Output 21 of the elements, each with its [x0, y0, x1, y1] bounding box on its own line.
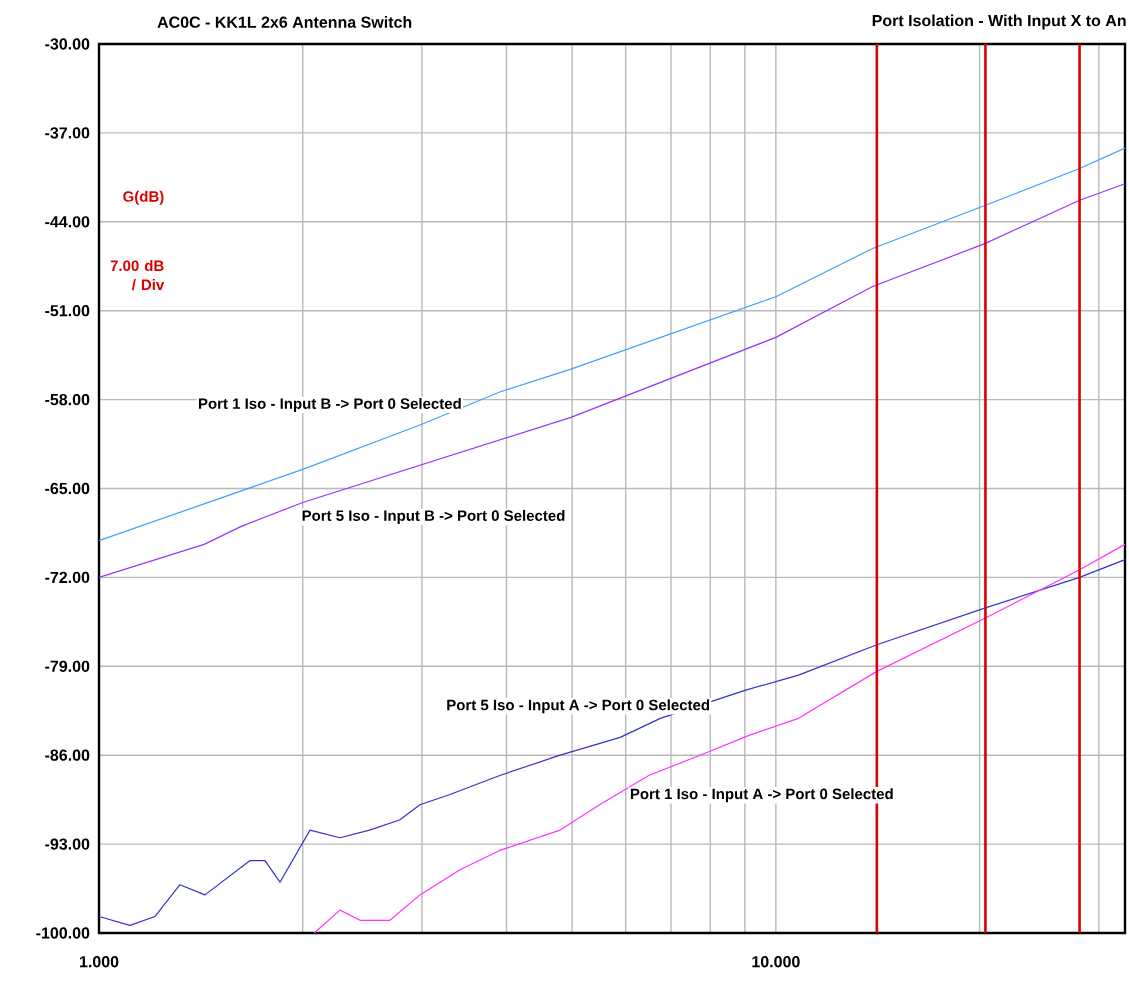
annotation: Port 1 Iso - Input A -> Port 0 Selected — [630, 788, 893, 803]
annotation: Port 1 Iso - Input B -> Port 0 Selected — [198, 397, 461, 412]
chart-subtitle: Port Isolation - With Input X to An — [872, 14, 1126, 30]
y-tick-label: -93.00 — [45, 838, 90, 850]
x-tick-label: 10.000 — [752, 956, 800, 968]
y-tick-label: -51.00 — [45, 305, 90, 317]
y-tick-label: -58.00 — [45, 393, 90, 406]
y-tick-label: -65.00 — [45, 482, 90, 495]
annotation: Port 5 Iso - Input A -> Port 0 Selected — [447, 699, 710, 714]
y-tick-label: -72.00 — [45, 571, 90, 584]
annotation: G(dB) — [123, 190, 164, 205]
x-tick-label: 1.000 — [79, 956, 119, 968]
y-tick-label: -79.00 — [45, 660, 90, 672]
y-tick-label: -100.00 — [36, 927, 90, 939]
y-tick-label: -37.00 — [45, 127, 90, 139]
annotation: Port 5 Iso - Input B -> Port 0 Selected — [302, 509, 565, 524]
y-tick-label: -30.00 — [45, 38, 90, 50]
y-tick-label: -44.00 — [45, 216, 90, 228]
y-tick-label: -86.00 — [45, 749, 90, 761]
annotation: 7.00 dB / Div — [110, 260, 165, 291]
chart-title: AC0C - KK1L 2x6 Antenna Switch — [157, 16, 412, 28]
